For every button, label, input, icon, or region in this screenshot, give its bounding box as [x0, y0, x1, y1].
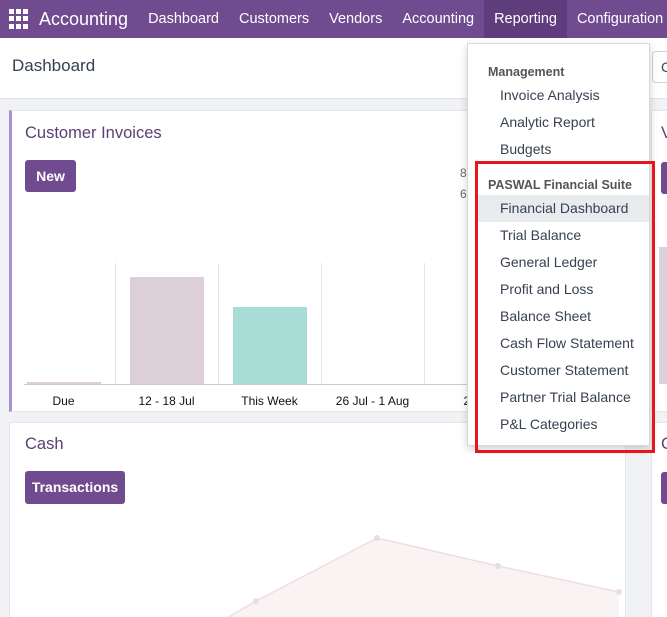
chart-baseline [24, 384, 490, 385]
legend-number: 8 [460, 166, 467, 180]
cash-line-chart [226, 535, 622, 617]
vendor-bills-title[interactable]: V [661, 124, 667, 142]
nav-vendors[interactable]: Vendors [329, 11, 383, 27]
top-navbar: Accounting Dashboard Customers Vendors A… [0, 0, 667, 38]
nav-reporting[interactable]: Reporting [484, 0, 567, 38]
reporting-dropdown-menu: Management Invoice Analysis Analytic Rep… [467, 43, 650, 446]
side-card-bottom: C [651, 422, 667, 617]
chart-x-tick-label: 26 Jul - 1 Aug [335, 394, 410, 408]
menu-item-pl-categories[interactable]: P&L Categories [500, 416, 598, 432]
chart-gridline [115, 263, 116, 384]
apps-grid-icon[interactable] [9, 9, 28, 29]
nav-dashboard[interactable]: Dashboard [148, 11, 219, 27]
cash-area [228, 538, 619, 617]
new-invoice-button[interactable]: New [25, 160, 76, 192]
menu-item-general-ledger[interactable]: General Ledger [500, 254, 598, 270]
cash-point [374, 535, 380, 541]
menu-section-paswal-financial-suite: PASWAL Financial Suite [488, 178, 633, 192]
side-card-bottom-title[interactable]: C [661, 435, 667, 453]
vendor-upload-button[interactable] [661, 162, 667, 194]
menu-section-management: Management [488, 65, 565, 79]
cash-point [495, 563, 501, 569]
side-card-bottom-button[interactable] [661, 472, 667, 504]
menu-item-profit-and-loss[interactable]: Profit and Loss [500, 281, 594, 297]
chart-x-tick-label: 12 - 18 Jul [138, 394, 195, 408]
chart-x-tick-label: This Week [241, 394, 298, 408]
cash-point [616, 589, 622, 595]
chart-bar[interactable] [129, 276, 204, 384]
nav-customers[interactable]: Customers [239, 11, 310, 27]
chart-gridline [321, 263, 322, 384]
customer-invoices-card: Customer Invoices New 8 6 Due 12 - 18 Jul… [9, 110, 490, 412]
nav-accounting[interactable]: Accounting [402, 11, 475, 27]
menu-item-partner-trial-balance[interactable]: Partner Trial Balance [500, 389, 631, 405]
menu-item-cash-flow-statement[interactable]: Cash Flow Statement [500, 335, 634, 351]
nav-configuration[interactable]: Configuration [576, 11, 664, 27]
vendor-bills-card: V [651, 110, 667, 412]
legend-number: 6 [460, 187, 467, 201]
menu-item-financial-dashboard[interactable]: Financial Dashboard [478, 195, 649, 222]
chart-gridline [424, 263, 425, 384]
page-title: Dashboard [12, 56, 96, 75]
menu-item-balance-sheet[interactable]: Balance Sheet [500, 308, 592, 324]
chart-bar[interactable] [26, 381, 101, 384]
cash-title[interactable]: Cash [25, 435, 64, 453]
menu-item-analytic-report[interactable]: Analytic Report [500, 114, 595, 130]
transactions-button[interactable]: Transactions [25, 471, 125, 504]
cash-point [253, 598, 259, 604]
chart-legend-numbers: 8 6 [460, 163, 467, 205]
vendor-chart-bar [659, 247, 667, 384]
customer-invoices-title[interactable]: Customer Invoices [25, 124, 162, 142]
menu-item-trial-balance[interactable]: Trial Balance [500, 227, 582, 243]
chart-bar[interactable] [232, 307, 307, 384]
cash-card: Cash Transactions [9, 422, 626, 617]
menu-item-customer-statement[interactable]: Customer Statement [500, 362, 629, 378]
chart-x-tick-label: Due [52, 394, 75, 408]
app-brand[interactable]: Accounting [39, 8, 129, 29]
menu-item-invoice-analysis[interactable]: Invoice Analysis [500, 87, 600, 103]
search-input[interactable]: C [652, 51, 667, 83]
menu-item-budgets[interactable]: Budgets [500, 141, 552, 157]
chart-gridline [218, 263, 219, 384]
